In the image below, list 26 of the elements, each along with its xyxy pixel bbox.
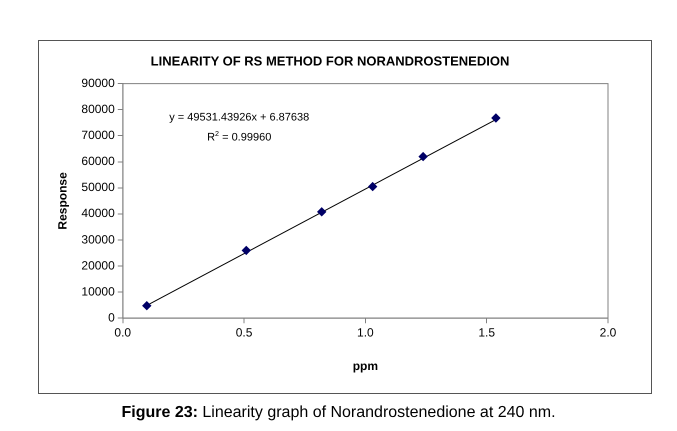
y-tick-label: 60000 bbox=[81, 154, 116, 168]
point bbox=[317, 207, 326, 216]
y-tick-label: 90000 bbox=[81, 76, 116, 90]
x-tick-label: 2.0 bbox=[600, 326, 617, 340]
y-tick-label: 10000 bbox=[81, 284, 116, 298]
caption: Figure 23: Linearity graph of Norandrostenedione at 240 nm. bbox=[121, 404, 556, 421]
point bbox=[368, 182, 378, 192]
y-tick-label: 80000 bbox=[81, 102, 116, 116]
point bbox=[418, 152, 428, 162]
y-tick-label: 40000 bbox=[81, 206, 116, 220]
chart-title: LINEARITY OF RS METHOD FOR NORANDROSTENEDION bbox=[150, 53, 510, 68]
x-tick-label: 1.5 bbox=[478, 326, 496, 340]
y-tick-label: 0 bbox=[108, 310, 116, 325]
y-tick-label: 50000 bbox=[81, 180, 116, 194]
x-tick-label: 0.0 bbox=[114, 326, 132, 340]
y-tick-label: 30000 bbox=[81, 232, 116, 246]
point bbox=[242, 246, 251, 255]
point bbox=[491, 114, 500, 123]
y-tick-label: 20000 bbox=[81, 258, 116, 272]
x-axis-title: ppm bbox=[352, 359, 378, 374]
annotation: y = 49531.43926x + 6.87638 bbox=[169, 112, 310, 124]
x-tick-label: 0.5 bbox=[236, 326, 253, 340]
y-tick-label: 70000 bbox=[81, 128, 116, 142]
x-tick-label: 1.0 bbox=[357, 326, 374, 340]
y-axis-title: Response bbox=[56, 172, 70, 230]
point bbox=[142, 301, 152, 310]
